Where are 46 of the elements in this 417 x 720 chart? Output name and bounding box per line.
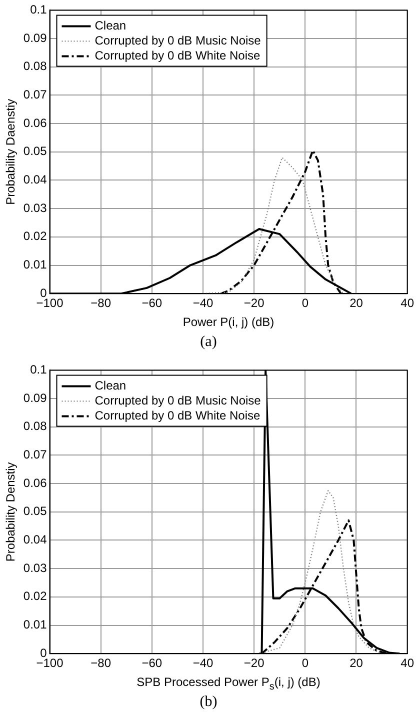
x-tick-label: −40 (192, 656, 214, 670)
y-tick-label: 0.09 (23, 390, 48, 405)
y-tick-label: 0.08 (23, 419, 48, 434)
y-tick-label: 0.03 (23, 560, 48, 575)
y-tick-label: 0.1 (30, 362, 48, 377)
y-tick-label: 0.06 (23, 116, 48, 130)
x-tick-label: −60 (142, 656, 162, 670)
legend-label: Corrupted by 0 dB White Noise (94, 408, 260, 423)
x-tick-label: −60 (142, 296, 162, 310)
x-tick-label: 40 (400, 656, 414, 670)
y-tick-label: 0.02 (23, 229, 48, 244)
y-tick-label: 0.02 (23, 589, 48, 604)
legend-label: Clean (94, 378, 126, 393)
y-tick-label: 0.04 (23, 532, 48, 547)
legend-label: Clean (94, 18, 126, 33)
y-tick-label: 0.07 (23, 88, 48, 102)
x-tick-label: 0 (302, 296, 309, 310)
y-axis-title: Probability Denstiy (4, 462, 18, 562)
legend-label: Corrupted by 0 dB Music Noise (94, 34, 262, 48)
x-tick-label: 20 (350, 296, 364, 310)
x-tick-label: 20 (350, 656, 364, 670)
legend-label: Corrupted by 0 dB White Noise (94, 48, 260, 63)
y-tick-label: 0.05 (23, 144, 48, 158)
text: (b) (198, 694, 218, 711)
y-tick-label: 0.01 (23, 618, 48, 632)
x-tick-label: −40 (192, 296, 214, 310)
y-tick-label: 0.03 (23, 200, 48, 215)
x-tick-label: −80 (90, 656, 112, 670)
x-tick-label: −20 (244, 656, 265, 670)
x-tick-label: −80 (90, 296, 112, 310)
x-tick-label: 0 (302, 656, 309, 670)
y-tick-label: 0.05 (23, 504, 48, 518)
x-tick-label: −20 (244, 296, 265, 310)
y-tick-label: 0.08 (23, 59, 48, 74)
x-axis-title: SPB Processed Power P$_{s}$(i, j) (dB) (136, 675, 322, 692)
legend-label: Corrupted by 0 dB Music Noise (94, 394, 262, 408)
text: (a) (199, 334, 218, 351)
x-tick-label: 40 (400, 296, 414, 310)
y-tick-label: 0.04 (23, 172, 48, 187)
y-tick-label: 0.1 (30, 2, 48, 17)
y-tick-label: 0.01 (23, 258, 48, 272)
y-tick-label: 0.07 (23, 448, 48, 462)
y-axis-title: Probability Daenstiy (4, 98, 18, 205)
y-tick-label: 0.09 (23, 30, 48, 45)
y-tick-label: 0.06 (23, 476, 48, 490)
x-axis-title: Power P(i, j) (dB) (182, 315, 276, 329)
